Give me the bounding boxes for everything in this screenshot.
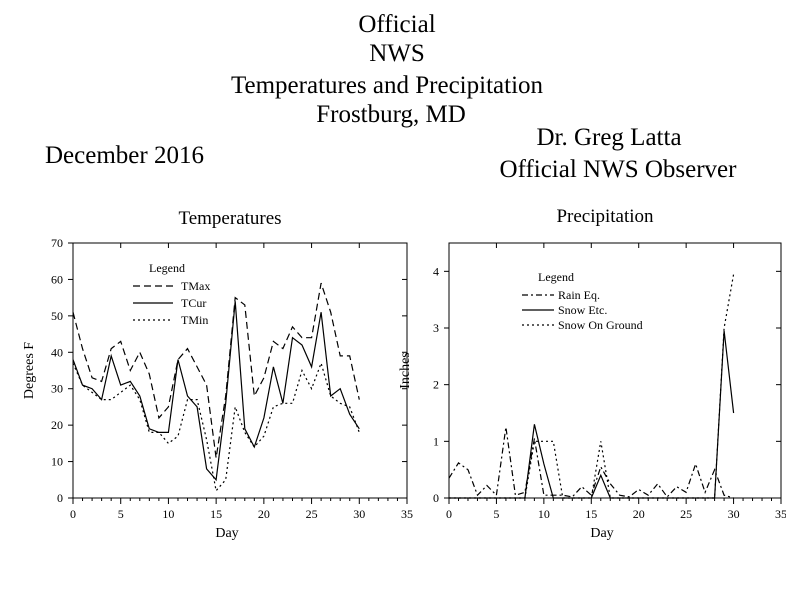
observer-title: Official NWS Observer xyxy=(499,156,737,183)
precip-x-tick-label: 30 xyxy=(728,507,740,521)
precip-x-tick-label: 15 xyxy=(585,507,597,521)
temp-legend-label: TCur xyxy=(181,296,206,310)
temp-x-tick-label: 0 xyxy=(70,507,76,521)
title-line-3: Temperatures and Precipitation xyxy=(230,72,544,99)
precip-x-tick-label: 5 xyxy=(493,507,499,521)
temp-x-tick-label: 35 xyxy=(401,507,413,521)
precip-y-tick-label: 3 xyxy=(433,321,439,335)
precip-legend-label: Rain Eq. xyxy=(558,288,600,302)
observer-name: Dr. Greg Latta xyxy=(536,124,682,151)
temp-x-tick-label: 30 xyxy=(353,507,365,521)
precip-y-tick-label: 1 xyxy=(433,434,439,448)
temp-y-tick-label: 30 xyxy=(51,382,63,396)
temp-y-tick-label: 40 xyxy=(51,345,63,359)
precip-y-tick-label: 4 xyxy=(433,264,439,278)
temp-legend-title: Legend xyxy=(149,261,185,275)
temp-legend-label: TMin xyxy=(181,313,208,327)
precip-y-tick-label: 2 xyxy=(433,378,439,392)
temp-chart-title: Temperatures xyxy=(178,208,281,229)
precip-x-tick-label: 0 xyxy=(446,507,452,521)
precip-y-tick-label: 0 xyxy=(433,491,439,505)
precip-chart-title: Precipitation xyxy=(556,206,654,227)
temp-y-axis-label: Degrees F xyxy=(22,342,37,399)
precip-chart: Precipitation 0 5 10 15 20 25 30 35 0 1 2 3 4 Day Inche… xyxy=(398,206,786,541)
precip-legend-title: Legend xyxy=(538,270,574,284)
precip-series-snow-etc--line xyxy=(449,330,735,499)
temp-x-tick-label: 10 xyxy=(162,507,174,521)
title-line-2: NWS xyxy=(369,40,425,67)
temp-x-tick-label: 20 xyxy=(258,507,270,521)
precip-legend-label: Snow On Ground xyxy=(558,318,643,332)
temp-y-tick-label: 10 xyxy=(51,455,63,469)
precip-x-axis-label: Day xyxy=(590,526,613,541)
title-line-4: Frostburg, MD xyxy=(316,101,466,128)
temp-y-tick-label: 60 xyxy=(51,272,63,286)
temp-series-tmin-line xyxy=(72,361,360,493)
temp-legend-label: TMax xyxy=(181,279,210,293)
temp-series-tmax-line xyxy=(72,282,360,458)
temp-y-tick-label: 0 xyxy=(57,491,63,505)
temp-x-tick-label: 5 xyxy=(118,507,124,521)
report-date: December 2016 xyxy=(45,142,204,169)
precip-x-tick-label: 10 xyxy=(538,507,550,521)
precip-x-tick-label: 35 xyxy=(775,507,786,521)
temp-y-tick-label: 20 xyxy=(51,418,63,432)
precip-x-tick-label: 25 xyxy=(680,507,692,521)
temp-x-axis-label: Day xyxy=(215,526,238,541)
precip-x-tick-label: 20 xyxy=(633,507,645,521)
temp-x-tick-label: 15 xyxy=(210,507,222,521)
precip-plot-frame xyxy=(448,242,782,499)
temp-y-tick-label: 50 xyxy=(51,309,63,323)
temp-series-tcur-line xyxy=(72,301,360,482)
precip-series-rain-eq--line xyxy=(448,427,734,499)
temp-chart: Temperatures 0 5 10 15 20 25 30 35 0 10 20 30 40 50 60 7… xyxy=(22,208,413,541)
temp-plot-frame xyxy=(72,242,408,499)
precip-y-axis-label: Inches xyxy=(398,352,413,389)
temp-x-tick-label: 25 xyxy=(306,507,318,521)
title-line-1: Official xyxy=(358,11,436,38)
temp-y-tick-label: 70 xyxy=(51,236,63,250)
precip-legend-label: Snow Etc. xyxy=(558,303,607,317)
